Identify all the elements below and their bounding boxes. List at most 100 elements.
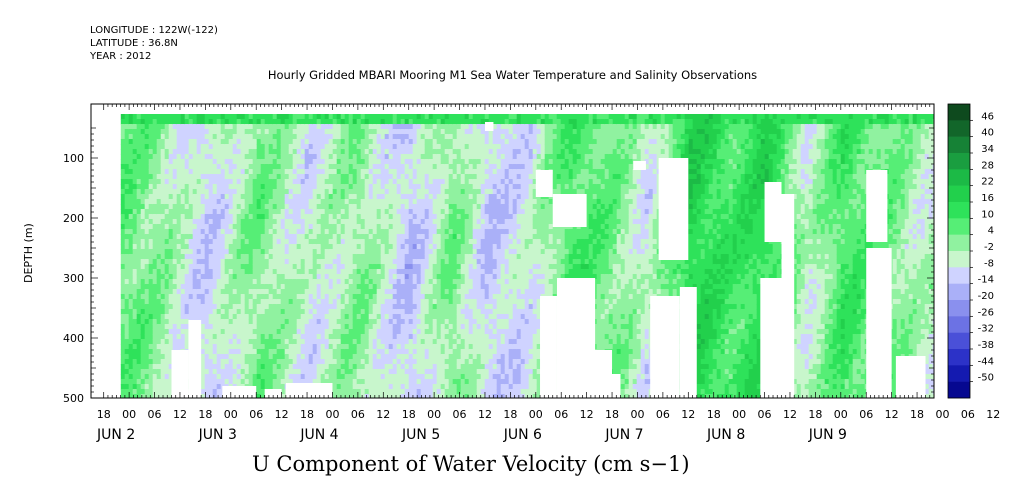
heatmap-cell: [260, 379, 266, 385]
heatmap-cell: [136, 349, 142, 355]
heatmap-cell: [312, 309, 318, 315]
heatmap-cell: [176, 219, 182, 225]
heatmap-cell: [436, 184, 442, 190]
heatmap-cell: [320, 294, 326, 300]
heatmap-cell: [284, 329, 290, 335]
heatmap-cell: [344, 289, 350, 295]
heatmap-cell: [124, 239, 130, 245]
heatmap-cell: [288, 369, 294, 375]
heatmap-cell: [336, 259, 342, 265]
heatmap-cell: [436, 164, 442, 170]
heatmap-cell: [412, 359, 418, 365]
heatmap-cell: [240, 309, 246, 315]
heatmap-cell: [368, 199, 374, 205]
heatmap-cell: [168, 184, 174, 190]
heatmap-cell: [456, 209, 462, 215]
heatmap-cell: [196, 259, 202, 265]
heatmap-cell: [268, 219, 274, 225]
heatmap-cell: [164, 349, 170, 355]
heatmap-cell: [344, 194, 350, 200]
heatmap-cell: [328, 214, 334, 220]
heatmap-cell: [216, 139, 222, 145]
heatmap-cell: [304, 349, 310, 355]
heatmap-cell: [284, 129, 290, 135]
heatmap-cell: [280, 294, 286, 300]
heatmap-cell: [136, 384, 142, 390]
heatmap-cell: [460, 354, 466, 360]
heatmap-cell: [120, 364, 126, 370]
heatmap-cell: [336, 339, 342, 345]
heatmap-cell: [288, 314, 294, 320]
heatmap-cell: [196, 139, 202, 145]
heatmap-cell: [128, 349, 134, 355]
heatmap-cell: [244, 314, 250, 320]
heatmap-cell: [444, 274, 450, 280]
heatmap-cell: [464, 184, 470, 190]
heatmap-cell: [464, 194, 470, 200]
heatmap-cell: [440, 284, 446, 290]
heatmap-cell: [344, 309, 350, 315]
heatmap-cell: [460, 144, 466, 150]
heatmap-cell: [216, 234, 222, 240]
heatmap-cell: [396, 169, 402, 175]
heatmap-cell: [272, 294, 278, 300]
heatmap-cell: [268, 274, 274, 280]
heatmap-cell: [288, 174, 294, 180]
heatmap-cell: [280, 184, 286, 190]
heatmap-cell: [344, 129, 350, 135]
heatmap-cell: [308, 364, 314, 370]
heatmap-cell: [336, 374, 342, 380]
heatmap-cell: [180, 289, 186, 295]
heatmap-cell: [240, 169, 246, 175]
heatmap-cell: [292, 209, 298, 215]
heatmap-cell: [152, 139, 158, 145]
heatmap-cell: [400, 264, 406, 270]
heatmap-cell: [460, 199, 466, 205]
heatmap-cell: [256, 169, 262, 175]
heatmap-cell: [292, 324, 298, 330]
heatmap-cell: [168, 334, 174, 340]
heatmap-cell: [196, 174, 202, 180]
heatmap-cell: [184, 219, 190, 225]
heatmap-cell: [380, 374, 386, 380]
heatmap-cell: [204, 329, 210, 335]
heatmap-cell: [188, 114, 194, 120]
heatmap-cell: [272, 304, 278, 310]
heatmap-cell: [296, 119, 302, 125]
heatmap-cell: [264, 164, 270, 170]
heatmap-cell: [416, 134, 422, 140]
heatmap-cell: [428, 319, 434, 325]
heatmap-cell: [128, 324, 134, 330]
heatmap-cell: [424, 214, 430, 220]
heatmap-cell: [380, 389, 386, 395]
heatmap-cell: [440, 214, 446, 220]
heatmap-cell: [220, 304, 226, 310]
heatmap-cell: [320, 274, 326, 280]
heatmap-cell: [136, 129, 142, 135]
heatmap-cell: [316, 329, 322, 335]
heatmap-cell: [280, 289, 286, 295]
heatmap-cell: [424, 229, 430, 235]
heatmap-cell: [392, 389, 398, 395]
heatmap-cell: [280, 219, 286, 225]
heatmap-cell: [312, 154, 318, 160]
heatmap-cell: [204, 304, 210, 310]
heatmap-cell: [384, 339, 390, 345]
heatmap-cell: [360, 189, 366, 195]
heatmap-cell: [316, 199, 322, 205]
heatmap-cell: [156, 329, 162, 335]
heatmap-cell: [144, 239, 150, 245]
heatmap-cell: [128, 354, 134, 360]
heatmap-cell: [272, 164, 278, 170]
heatmap-cell: [232, 219, 238, 225]
heatmap-cell: [284, 184, 290, 190]
heatmap-cell: [316, 134, 322, 140]
heatmap-cell: [360, 219, 366, 225]
heatmap-cell: [292, 214, 298, 220]
heatmap-cell: [320, 379, 326, 385]
heatmap-cell: [224, 194, 230, 200]
heatmap-cell: [320, 269, 326, 275]
heatmap-cell: [340, 229, 346, 235]
heatmap-cell: [128, 184, 134, 190]
heatmap-cell: [252, 154, 258, 160]
